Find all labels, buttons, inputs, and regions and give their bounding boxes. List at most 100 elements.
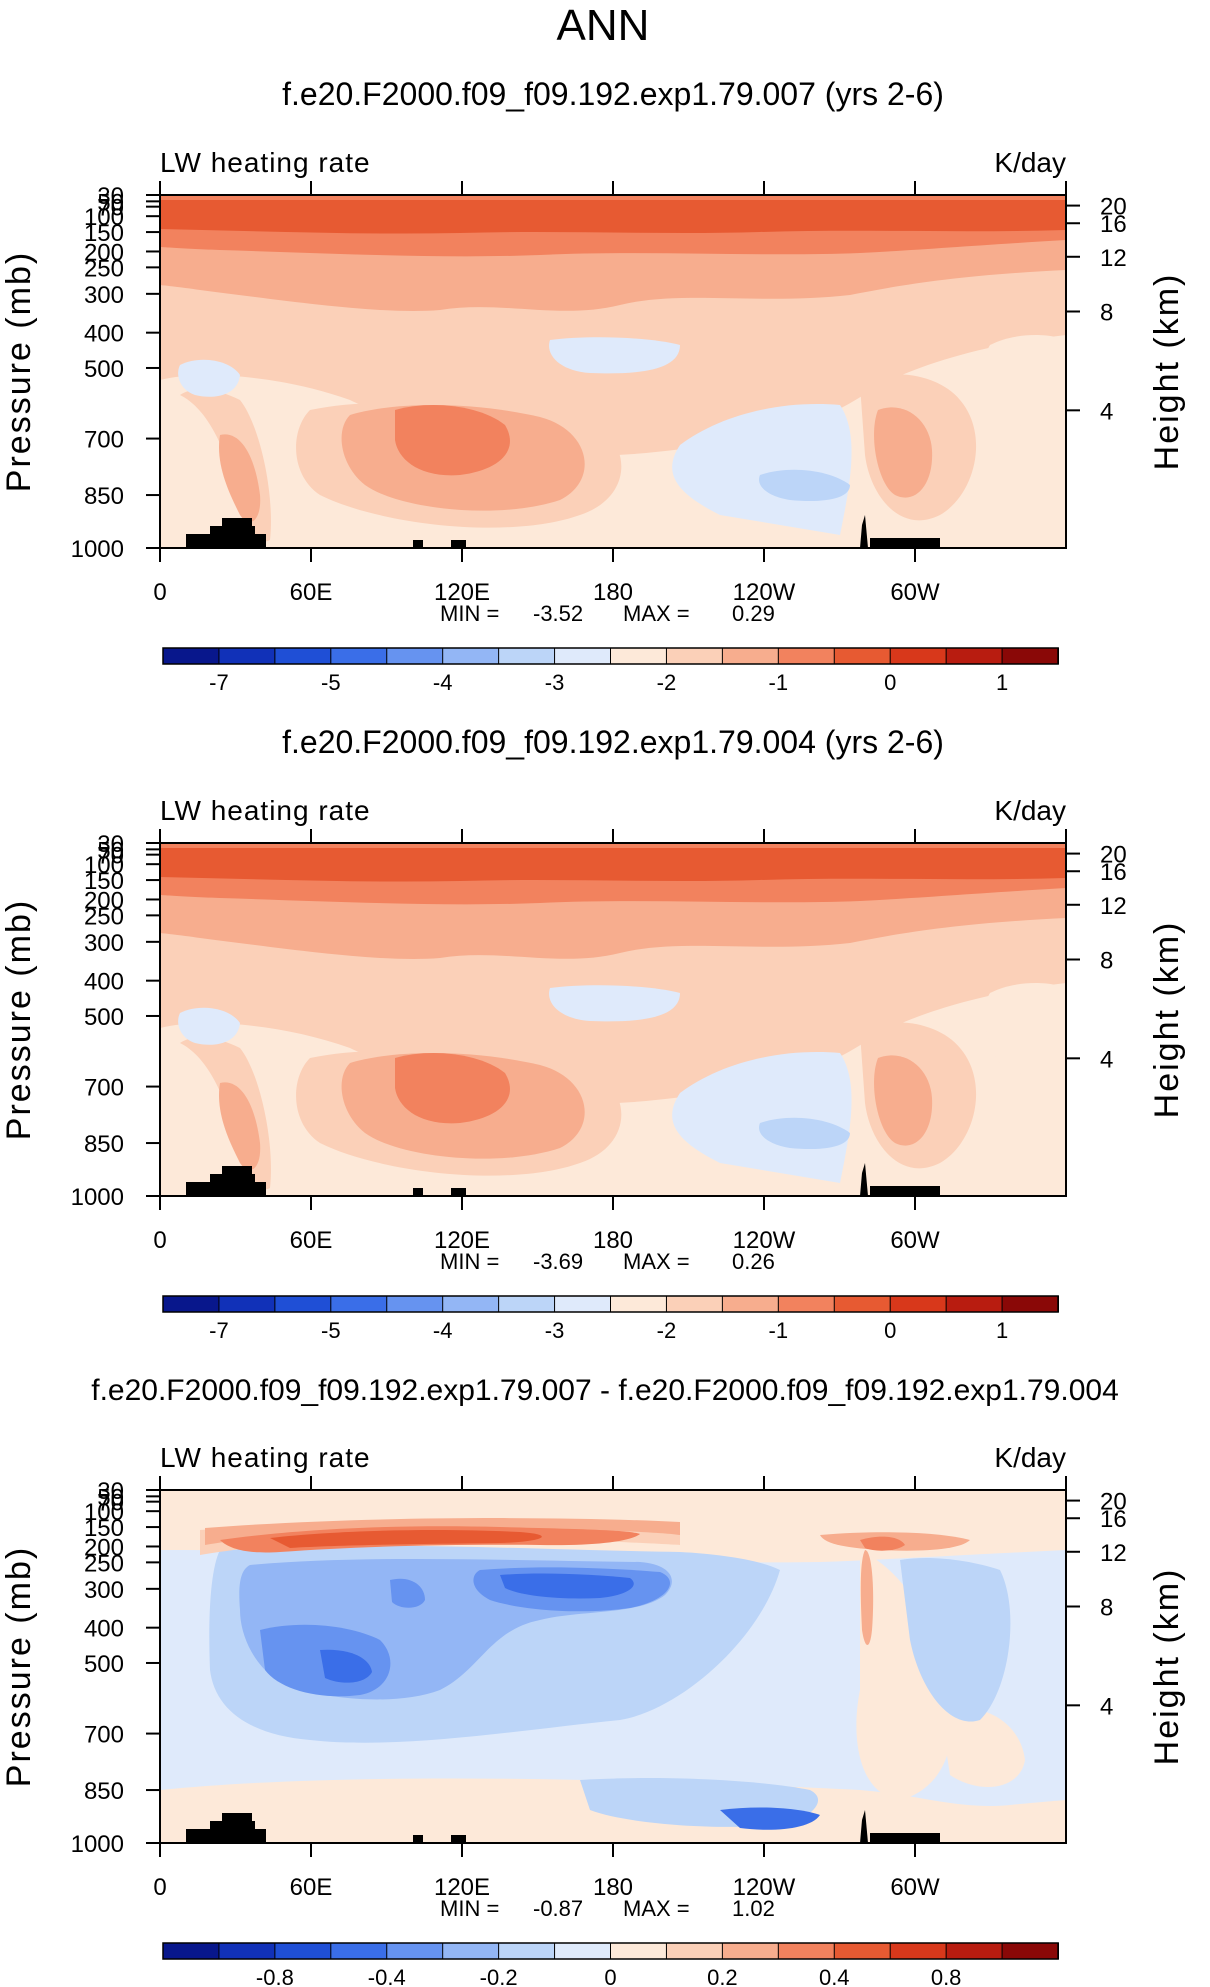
colorbar-swatch <box>610 1295 668 1313</box>
contour-region <box>984 335 1066 431</box>
colorbar-label: -4 <box>433 1318 453 1343</box>
topography-mask <box>451 1835 466 1843</box>
colorbar-swatch <box>777 1942 836 1960</box>
colorbar-swatch <box>442 647 500 665</box>
contour-region <box>178 359 240 397</box>
y-tick-label: 250 <box>84 903 124 930</box>
colorbar-swatch <box>945 647 1004 665</box>
topography-mask <box>413 1188 423 1196</box>
colorbar: -0.8 -0.4 -0.2 0 0.2 0.4 0.8 <box>162 1942 1059 1987</box>
contour-region <box>320 1649 372 1683</box>
x-tick-label: 180 <box>593 1874 633 1901</box>
colorbar-label: 1 <box>996 1318 1008 1343</box>
colorbar-swatch <box>945 1942 1004 1960</box>
y-right-tick-label: 20 <box>1100 1489 1127 1516</box>
y-tick-label: 300 <box>84 930 124 957</box>
topography-mask <box>210 526 255 534</box>
min-value: -0.87 <box>533 1896 583 1921</box>
y-tick-label: 30 <box>97 831 124 858</box>
colorbar-swatch <box>274 647 332 665</box>
colorbar-swatch <box>162 647 220 665</box>
topography-mask <box>413 1835 423 1843</box>
max-value: 1.02 <box>732 1896 775 1921</box>
colorbar-swatch <box>218 1295 276 1313</box>
y-right-tick-label: 12 <box>1100 245 1127 272</box>
y-tick-label: 700 <box>84 1075 124 1102</box>
colorbar-swatch <box>833 647 892 665</box>
topography-mask <box>222 518 252 526</box>
colorbar-swatch <box>1001 1942 1059 1960</box>
contour-region <box>270 1530 542 1548</box>
variable-label: LW heating rate <box>160 795 371 826</box>
y-tick-label: 50 <box>97 189 124 216</box>
colorbar-label: 1 <box>996 670 1008 695</box>
colorbar-swatch <box>721 647 780 665</box>
chart-panel: f.e20.F2000.f09_f09.192.exp1.79.007 (yrs… <box>0 76 1186 695</box>
contour-region <box>500 1573 634 1599</box>
variable-label: LW heating rate <box>160 1442 371 1473</box>
variable-label: LW heating rate <box>160 147 371 178</box>
max-value: 0.26 <box>732 1249 775 1274</box>
contour-region <box>390 1578 425 1608</box>
x-tick-label: 120E <box>434 1227 490 1254</box>
colorbar-swatch <box>386 647 444 665</box>
y-tick-label: 400 <box>84 1616 124 1643</box>
y-tick-label: 200 <box>84 887 124 914</box>
contour-region <box>160 200 1066 234</box>
contour-region <box>395 1053 510 1124</box>
y-tick-label: 500 <box>84 1004 124 1031</box>
y-axis-title: Pressure (mb) <box>0 251 38 492</box>
y-right-tick-label: 12 <box>1100 1540 1127 1567</box>
y-right-tick-label: 12 <box>1100 893 1127 920</box>
colorbar-frame <box>162 1295 1059 1313</box>
y-right-tick-label: 4 <box>1100 398 1113 425</box>
colorbar-label: -1 <box>769 670 789 695</box>
topography-mask <box>210 1821 255 1829</box>
colorbar-label: -1 <box>769 1318 789 1343</box>
y-tick-label: 50 <box>97 1484 124 1511</box>
contour-region <box>219 1082 261 1171</box>
colorbar-swatch <box>274 1295 332 1313</box>
y-tick-label: 200 <box>84 1534 124 1561</box>
colorbar-swatch <box>777 647 836 665</box>
y-right-tick-label: 4 <box>1100 1046 1113 1073</box>
colorbar-swatch <box>218 647 276 665</box>
contour-region <box>860 1536 905 1551</box>
x-tick-label: 60E <box>290 1874 333 1901</box>
colorbar-swatch <box>833 1295 892 1313</box>
colorbar-swatch <box>833 1942 892 1960</box>
contour-field <box>160 1490 1066 1843</box>
topography-mask <box>870 538 940 548</box>
topography-mask <box>222 1813 252 1821</box>
colorbar-swatch <box>777 1295 836 1313</box>
x-tick-label: 60E <box>290 579 333 606</box>
colorbar-swatch <box>330 1942 388 1960</box>
colorbar-frame <box>162 1942 1059 1960</box>
colorbar-label: -0.2 <box>480 1965 518 1987</box>
colorbar-label: -5 <box>321 670 341 695</box>
y-tick-label: 700 <box>84 1722 124 1749</box>
min-label: MIN = <box>440 601 499 626</box>
contour-region <box>549 985 680 1022</box>
y-tick-label: 100 <box>84 852 124 879</box>
max-label: MAX = <box>623 1896 690 1921</box>
colorbar-label: -7 <box>209 670 229 695</box>
colorbar-label: -3 <box>545 670 565 695</box>
contour-region <box>672 1052 852 1183</box>
topography-mask <box>860 1163 868 1196</box>
y-right-axis-title: Height (km) <box>1148 1568 1186 1766</box>
x-tick-label: 120E <box>434 1874 490 1901</box>
max-label: MAX = <box>623 601 690 626</box>
y-tick-label: 70 <box>97 843 124 870</box>
y-tick-label: 50 <box>97 837 124 864</box>
y-tick-label: 500 <box>84 1651 124 1678</box>
y-tick-label: 1000 <box>71 536 124 563</box>
units-label: K/day <box>994 1442 1066 1473</box>
colorbar-swatch <box>665 1295 724 1313</box>
y-tick-label: 250 <box>84 255 124 282</box>
colorbar-frame <box>162 647 1059 665</box>
contour-region <box>874 1055 933 1146</box>
colorbar-label: 0.8 <box>931 1965 962 1987</box>
x-tick-label: 0 <box>153 1874 166 1901</box>
